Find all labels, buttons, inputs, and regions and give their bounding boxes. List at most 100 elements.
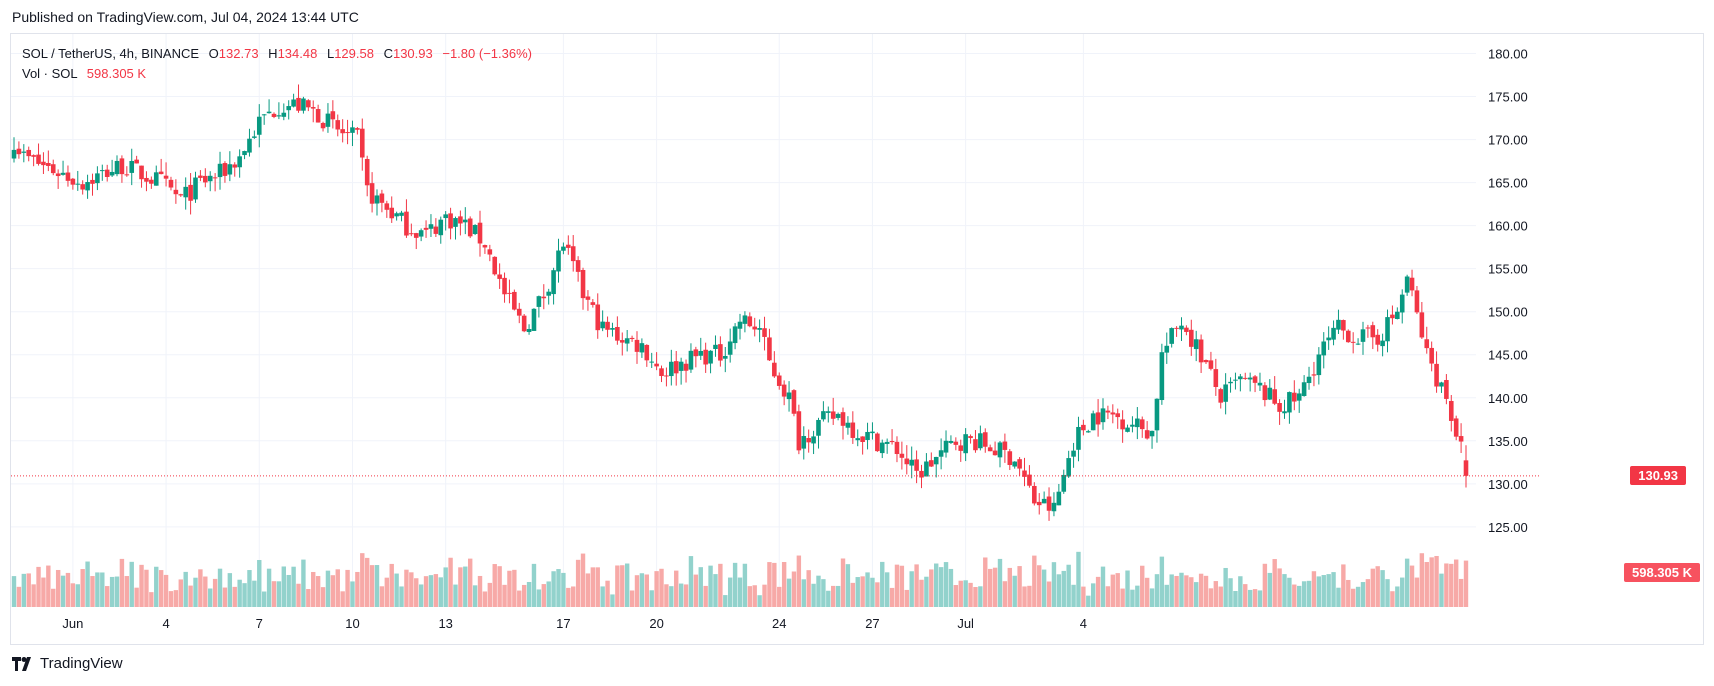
candle-body (428, 224, 434, 229)
open-label: O (208, 46, 219, 61)
candle-body (1336, 319, 1341, 330)
volume-bar (1463, 560, 1469, 607)
candle-body (1139, 419, 1145, 430)
volume-bar (178, 579, 183, 607)
volume-bar (1395, 586, 1400, 607)
volume-bar (1360, 582, 1366, 607)
candle-body (458, 216, 463, 224)
volume-bar (257, 560, 262, 607)
candle-body (36, 154, 41, 164)
x-tick-label: 4 (162, 616, 169, 631)
volume-bar (1439, 573, 1444, 607)
candle-body (1301, 382, 1307, 397)
symbol-label[interactable]: SOL / TetherUS, 4h, BINANCE (22, 46, 200, 61)
candle-body (203, 175, 208, 183)
volume-bar (1041, 569, 1047, 607)
candle-body (575, 260, 581, 272)
volume-bar (889, 587, 895, 607)
candle-body (409, 233, 414, 235)
volume-bar (615, 565, 620, 607)
volume-bar (453, 584, 458, 607)
volume-bar (791, 571, 797, 607)
volume-bar (590, 567, 596, 607)
volume-bar (237, 579, 242, 607)
candle-body (1017, 459, 1022, 469)
candle-body (1453, 418, 1459, 437)
candle-body (919, 470, 924, 478)
volume-bar (266, 568, 272, 607)
candle-body (90, 179, 95, 184)
candle-body (1159, 352, 1165, 401)
volume-bar (306, 589, 311, 607)
volume-bar (247, 570, 252, 607)
candle-body (1238, 376, 1243, 380)
volume-bar (443, 567, 448, 607)
volume-bar (404, 569, 409, 607)
volume-bar (335, 569, 340, 607)
volume-bar (75, 584, 80, 607)
candle-body (247, 138, 252, 153)
candle-body (1218, 389, 1224, 403)
candle-body (727, 341, 733, 355)
candle-body (364, 159, 370, 186)
y-tick-label: 135.00 (1488, 434, 1528, 449)
candle-body (644, 344, 650, 361)
volume-bar (821, 579, 826, 607)
candle-body (1223, 384, 1228, 402)
volume-bar (1135, 585, 1140, 607)
candle-body (669, 361, 674, 377)
candle-body (1081, 424, 1086, 431)
volume-bar (46, 565, 51, 607)
volume-label[interactable]: Vol · SOL (22, 66, 78, 81)
candle-body (1061, 474, 1067, 492)
candle-body (281, 112, 287, 117)
candle-body (580, 269, 586, 299)
candle-body (713, 344, 718, 349)
candle-body (585, 296, 591, 300)
candle-body (1115, 413, 1121, 418)
y-tick-label: 165.00 (1488, 176, 1528, 191)
candle-body (516, 308, 522, 316)
candle-body (335, 120, 341, 130)
candle-body (1306, 376, 1312, 384)
volume-bar (767, 562, 772, 607)
volume-bar (1228, 578, 1233, 607)
volume-bar (1247, 589, 1253, 607)
volume-bar (855, 577, 860, 607)
volume-bar (1419, 553, 1425, 607)
volume-bar (1032, 555, 1037, 607)
candle-body (1247, 377, 1253, 380)
volume-bar (777, 586, 782, 607)
candle-body (109, 171, 115, 176)
volume-bar (492, 564, 497, 607)
volume-bar (281, 566, 286, 607)
candle-body (11, 149, 17, 159)
volume-bar (678, 583, 684, 607)
candle-body (104, 169, 110, 177)
candle-body (541, 296, 547, 299)
tradingview-footer[interactable]: TradingView (12, 655, 123, 672)
volume-bar (1257, 590, 1263, 607)
candle-body (369, 183, 375, 204)
candle-body (46, 163, 51, 166)
candle-body (374, 195, 380, 204)
volume-bar (1012, 575, 1017, 607)
candle-body (595, 304, 601, 331)
volume-bar (448, 557, 453, 607)
volume-bar (1002, 581, 1008, 607)
candle-body (301, 98, 306, 111)
candle-body (796, 411, 802, 451)
candle-body (1345, 330, 1351, 343)
volume-bar (1336, 587, 1341, 607)
volume-bar (835, 585, 841, 607)
candle-body (879, 442, 885, 454)
candle-body (1242, 377, 1248, 379)
candle-body (1007, 451, 1013, 465)
volume-bar (208, 588, 213, 607)
volume-bar (301, 559, 306, 607)
candle-body (1463, 460, 1469, 476)
volume-bar (629, 590, 635, 607)
volume-bar (698, 567, 703, 607)
candle-body (1326, 337, 1331, 341)
